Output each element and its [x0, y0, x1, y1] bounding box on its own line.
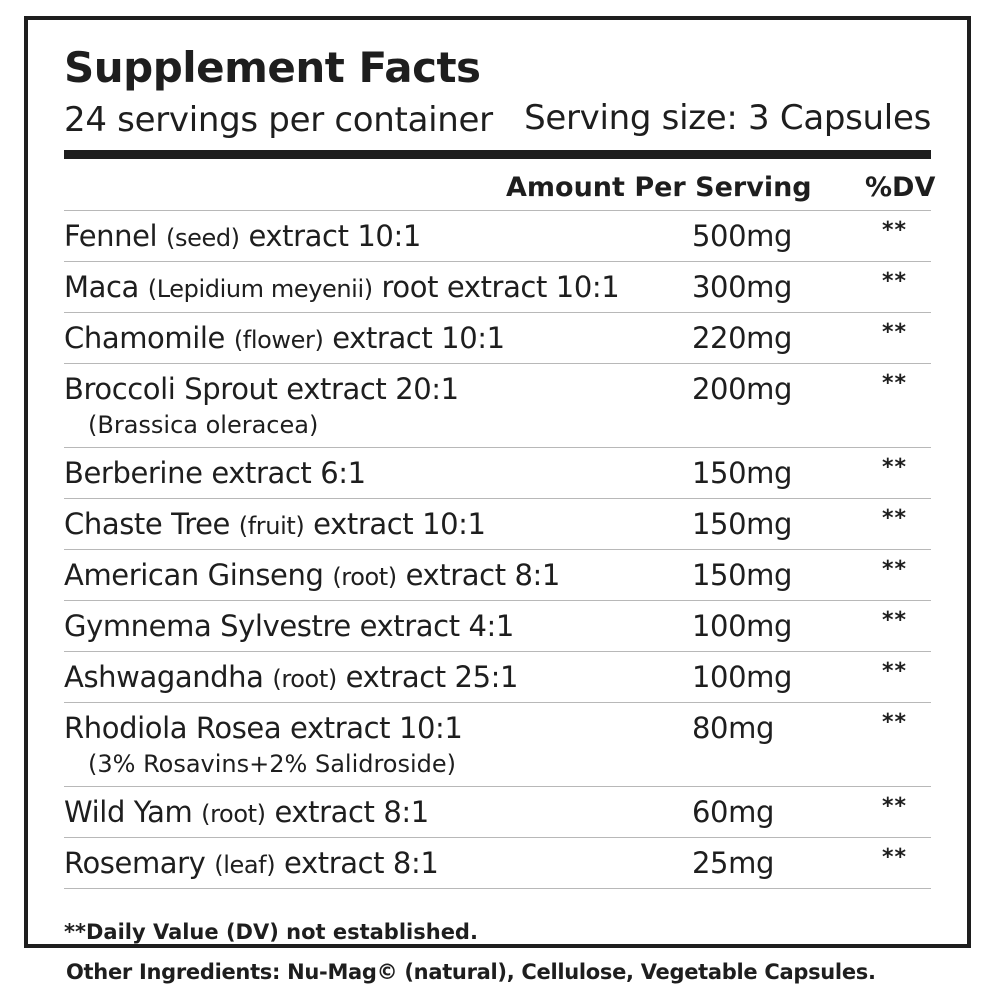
ingredient-dv: **: [882, 557, 908, 582]
ingredient-base-name: Wild Yam: [64, 795, 193, 829]
ingredient-base-name: Ashwagandha: [64, 660, 264, 694]
ingredient-base-name: American Ginseng: [64, 558, 324, 592]
ingredient-row: Broccoli Sprout extract 20:1 (Brassica ol…: [64, 363, 931, 447]
ingredient-part: (Lepidium meyenii): [147, 275, 373, 303]
ingredient-dv: **: [882, 371, 908, 396]
ingredient-amount: 25mg: [692, 846, 774, 880]
ingredient-row: Ashwagandha (root) extract 25:1 100mg **: [64, 651, 931, 702]
ingredient-extract: extract 10:1: [313, 507, 486, 541]
serving-size: Serving size: 3 Capsules: [524, 98, 931, 138]
ingredient-extract: extract 10:1: [248, 219, 421, 253]
supplement-facts-panel: Supplement Facts 24 servings per contain…: [24, 16, 971, 948]
ingredient-extract: root extract 10:1: [381, 270, 620, 304]
ingredient-amount: 150mg: [692, 456, 793, 490]
servings-per-container: 24 servings per container: [64, 100, 493, 140]
ingredient-base-name: Chamomile: [64, 321, 225, 355]
column-header-amount: Amount Per Serving: [506, 172, 812, 203]
ingredient-extract: extract 8:1: [274, 795, 429, 829]
ingredient-amount: 100mg: [692, 609, 793, 643]
ingredient-dv: **: [882, 794, 908, 819]
ingredient-dv: **: [882, 320, 908, 345]
ingredient-row: American Ginseng (root) extract 8:1 150mg…: [64, 549, 931, 600]
ingredient-dv: **: [882, 269, 908, 294]
ingredient-name: Chaste Tree (fruit) extract 10:1: [64, 507, 486, 543]
ingredient-extract: extract 8:1: [405, 558, 561, 592]
ingredient-name: Rosemary (leaf) extract 8:1: [64, 846, 439, 882]
ingredient-base-name: Rhodiola Rosea extract 10:1: [64, 711, 463, 745]
ingredient-part: (fruit): [238, 512, 305, 540]
ingredient-part: (root): [272, 665, 337, 693]
ingredient-base-name: Gymnema Sylvestre extract 4:1: [64, 609, 514, 643]
ingredient-row: Chamomile (flower) extract 10:1 220mg **: [64, 312, 931, 363]
ingredient-dv: **: [882, 608, 908, 633]
ingredient-row: Maca (Lepidium meyenii) root extract 10:…: [64, 261, 931, 312]
ingredient-name: Wild Yam (root) extract 8:1: [64, 795, 429, 831]
header-divider: [64, 150, 931, 159]
ingredient-base-name: Maca: [64, 270, 139, 304]
ingredient-dv: **: [882, 455, 908, 480]
ingredient-base-name: Berberine extract 6:1: [64, 456, 366, 490]
ingredient-amount: 150mg: [692, 558, 793, 592]
ingredient-dv: **: [882, 710, 908, 735]
ingredient-dv: **: [882, 218, 908, 243]
ingredient-row: Berberine extract 6:1 150mg **: [64, 447, 931, 498]
ingredient-dv: **: [882, 506, 908, 531]
ingredient-name: Maca (Lepidium meyenii) root extract 10:…: [64, 270, 620, 306]
other-ingredients: Other Ingredients: Nu-Mag© (natural), Ce…: [66, 960, 876, 984]
ingredient-base-name: Rosemary: [64, 846, 206, 880]
ingredient-extract: extract 25:1: [345, 660, 519, 694]
ingredient-amount: 220mg: [692, 321, 793, 355]
ingredient-row: Gymnema Sylvestre extract 4:1 100mg **: [64, 600, 931, 651]
ingredient-amount: 60mg: [692, 795, 774, 829]
ingredient-amount: 80mg: [692, 711, 774, 745]
ingredient-table: Fennel (seed) extract 10:1 500mg ** Maca (L…: [64, 210, 931, 889]
ingredient-row: Wild Yam (root) extract 8:1 60mg **: [64, 786, 931, 837]
ingredient-base-name: Fennel: [64, 219, 158, 253]
ingredient-name: Fennel (seed) extract 10:1: [64, 219, 421, 255]
ingredient-name: Gymnema Sylvestre extract 4:1: [64, 609, 514, 643]
ingredient-name: Ashwagandha (root) extract 25:1: [64, 660, 518, 696]
ingredient-name: Berberine extract 6:1: [64, 456, 366, 490]
ingredient-name: Rhodiola Rosea extract 10:1: [64, 711, 463, 745]
panel-title: Supplement Facts: [64, 43, 481, 92]
ingredient-dv: **: [882, 845, 908, 870]
ingredient-part: (root): [201, 800, 266, 828]
ingredient-row: Fennel (seed) extract 10:1 500mg **: [64, 210, 931, 261]
ingredient-amount: 150mg: [692, 507, 793, 541]
ingredient-subtitle: (Brassica oleracea): [88, 411, 319, 439]
ingredient-amount: 500mg: [692, 219, 793, 253]
ingredient-dv: **: [882, 659, 908, 684]
ingredient-part: (seed): [166, 224, 240, 252]
ingredient-name: Broccoli Sprout extract 20:1: [64, 372, 459, 406]
ingredient-base-name: Broccoli Sprout extract 20:1: [64, 372, 459, 406]
ingredient-base-name: Chaste Tree: [64, 507, 230, 541]
dv-footnote: **Daily Value (DV) not established.: [64, 920, 478, 944]
ingredient-name: Chamomile (flower) extract 10:1: [64, 321, 505, 357]
ingredient-amount: 200mg: [692, 372, 793, 406]
ingredient-extract: extract 10:1: [332, 321, 505, 355]
ingredient-extract: extract 8:1: [284, 846, 439, 880]
ingredient-subtitle: (3% Rosavins+2% Salidroside): [88, 750, 457, 778]
ingredient-part: (root): [332, 563, 397, 591]
ingredient-part: (leaf): [214, 851, 276, 879]
ingredient-part: (flower): [233, 326, 324, 354]
ingredient-amount: 300mg: [692, 270, 793, 304]
ingredient-row: Rosemary (leaf) extract 8:1 25mg **: [64, 837, 931, 889]
ingredient-row: Chaste Tree (fruit) extract 10:1 150mg **: [64, 498, 931, 549]
ingredient-name: American Ginseng (root) extract 8:1: [64, 558, 560, 594]
ingredient-amount: 100mg: [692, 660, 793, 694]
ingredient-row: Rhodiola Rosea extract 10:1 (3% Rosavins+…: [64, 702, 931, 786]
column-header-dv: %DV: [865, 172, 936, 203]
